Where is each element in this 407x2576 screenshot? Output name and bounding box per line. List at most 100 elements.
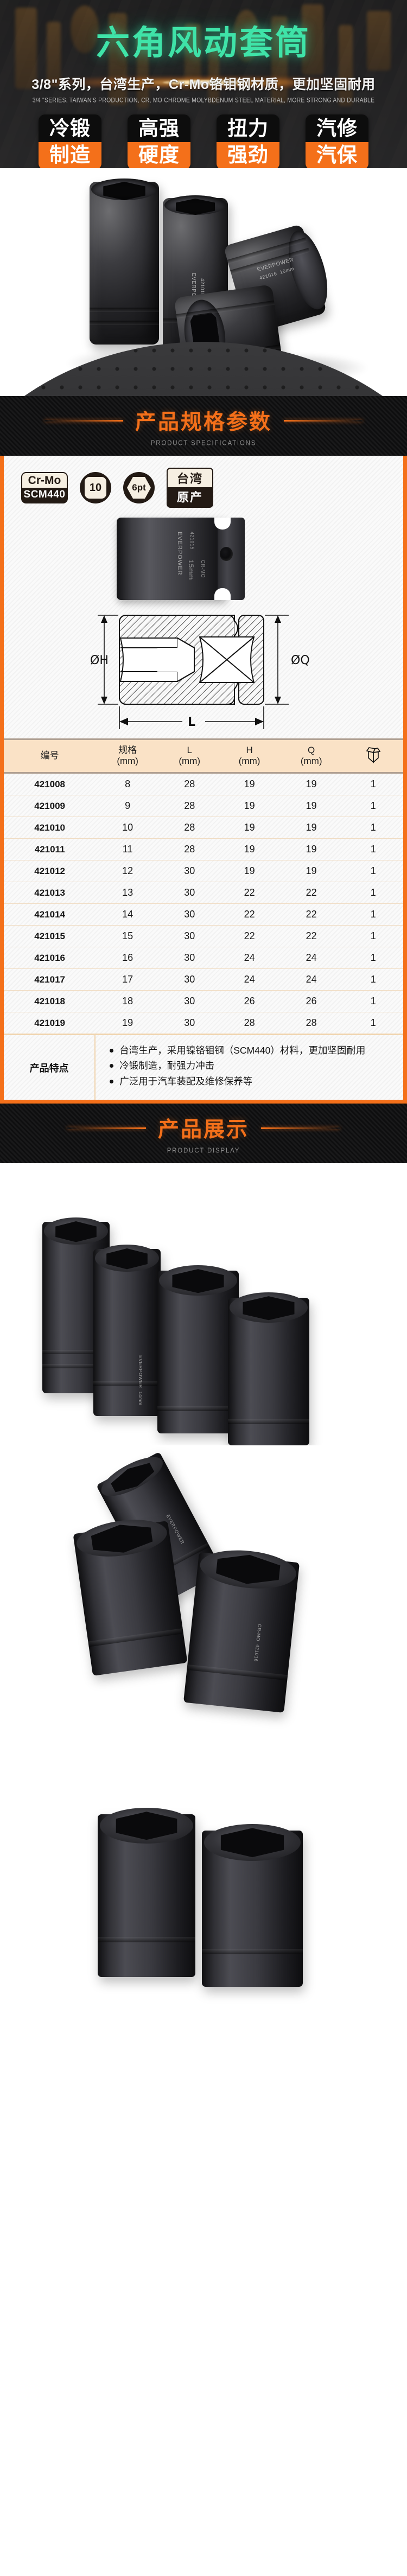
cell-size: 16 (96, 947, 160, 970)
feature-item: 广泛用于汽车装配及维修保养等 (110, 1075, 393, 1088)
cell-code: 421013 (4, 882, 96, 904)
cell-h: 24 (219, 968, 279, 991)
feature-item: 冷锻制造，耐强力冲击 (110, 1059, 393, 1073)
socket-notch-top (214, 518, 231, 530)
hero-subtitle-english: 3/4 "SERIES, TAIWAN'S PRODUCTION, CR, MO… (32, 97, 375, 104)
cell-packaging: 1 (343, 773, 403, 796)
material-chip: Cr-Mo SCM440 (21, 472, 68, 503)
display-section-header: 产品展示 PRODUCT DISPLAY (0, 1104, 407, 1164)
cell-length: 30 (160, 903, 220, 926)
feature-badge: 扭力 强劲 (217, 114, 279, 168)
socket-2: EVERPOWER 14mm (93, 1245, 161, 1417)
product-gallery: EVERPOWER 14mm EVERPOWER (0, 1163, 407, 2032)
cell-q: 24 (279, 968, 344, 991)
header-packaging (343, 738, 403, 774)
cell-length: 30 (160, 860, 220, 883)
hero-light-core (163, 80, 244, 85)
cell-code: 421017 (4, 968, 96, 991)
cell-length: 28 (160, 838, 220, 861)
cell-h: 19 (219, 795, 279, 818)
table-row: 421012 12 30 19 19 1 (4, 860, 403, 883)
cell-code: 421014 (4, 903, 96, 926)
spec-section-title-english: PRODUCT SPECIFICATIONS (150, 439, 257, 447)
cell-q: 22 (279, 925, 344, 948)
table-body: 421008 8 28 19 19 1 421009 9 28 19 19 1 421010 10 28 19… (4, 773, 403, 1034)
table-row: 421008 8 28 19 19 1 (4, 773, 403, 796)
cell-size: 11 (96, 838, 160, 861)
features-list: 台湾生产，采用镍铬钼钢（SCM440）材料，更加坚固耐用 冷锻制造，耐强力冲击 广泛… (96, 1035, 403, 1100)
socket-etch-brand: EVERPOWER (176, 532, 183, 576)
cell-size: 17 (96, 968, 160, 991)
rule-left (44, 419, 123, 422)
socket-7: CR-MO 421016 (183, 1546, 300, 1713)
rule-right (284, 419, 363, 422)
cell-h: 22 (219, 925, 279, 948)
cell-length: 28 (160, 795, 220, 818)
cell-size: 19 (122, 1017, 133, 1029)
table-row: 421017 17 30 24 24 1 (4, 968, 403, 991)
socket-9 (202, 1824, 303, 1987)
header-q: Q (mm) (279, 738, 344, 774)
cell-q: 22 (279, 882, 344, 904)
page-title: 六角风动套筒 (96, 23, 311, 62)
socket-8 (98, 1808, 195, 1978)
cell-packaging: 1 (343, 817, 403, 839)
material-chip-bottom: SCM440 (22, 488, 67, 502)
cell-packaging: 1 (343, 838, 403, 861)
cell-code: 421010 (4, 817, 96, 839)
cell-code: 421015 (4, 925, 96, 948)
cell-packaging: 1 (343, 903, 403, 926)
cell-code: 421019 (34, 1017, 65, 1028)
svg-text:ØH: ØH (90, 654, 109, 667)
technical-drawing: ØH ØQ L (4, 605, 403, 738)
header-size: 规格 (mm) (96, 738, 160, 774)
cell-code: 421016 (4, 947, 96, 970)
point-type-chip: 6pt (123, 472, 155, 503)
badge-top-label: 汽修 (306, 114, 368, 142)
cell-h: 22 (219, 882, 279, 904)
badge-bottom-label: 强劲 (217, 142, 279, 168)
cell-size: 12 (96, 860, 160, 883)
socket-3 (157, 1265, 239, 1434)
socket-photo-left (90, 178, 159, 345)
hexagon-icon: 6pt (127, 477, 151, 499)
cell-size: 10 (96, 817, 160, 839)
spec-product-photo: EVERPOWER 421015 15mm CR-MO (4, 513, 403, 605)
socket-4 (228, 1292, 309, 1446)
socket-body (117, 518, 225, 600)
table-row: 421013 13 30 22 22 1 (4, 882, 403, 904)
origin-chip-bottom: 原产 (168, 487, 212, 507)
cell-h: 22 (219, 903, 279, 926)
cell-code: 421009 (4, 795, 96, 818)
display-section-title: 产品展示 (157, 1118, 249, 1143)
cell-h: 19 (219, 838, 279, 861)
cell-q: 19 (279, 860, 344, 883)
cell-h: 28 (244, 1017, 255, 1029)
attribute-chip-list: Cr-Mo SCM440 10 6pt 台湾 原产 (4, 456, 403, 513)
socket-6 (73, 1514, 188, 1676)
cell-packaging: 1 (343, 925, 403, 948)
gallery-photo-2: EVERPOWER CR-MO 421016 (0, 1445, 407, 1750)
product-features-row: 产品特点 台湾生产，采用镍铬钼钢（SCM440）材料，更加坚固耐用 冷锻制造，耐强… (4, 1034, 403, 1100)
cell-length: 28 (160, 817, 220, 839)
cell-size: 9 (96, 795, 160, 818)
socket-etch-size: 15mm (187, 560, 195, 581)
table-row: 421016 16 30 24 24 1 (4, 947, 403, 970)
table-row: 421010 10 28 19 19 1 (4, 817, 403, 839)
socket-pin-hole (220, 547, 233, 561)
cell-h: 19 (219, 773, 279, 796)
spec-section-header: 产品规格参数 PRODUCT SPECIFICATIONS (0, 396, 407, 456)
socket-notch-bottom (214, 588, 231, 600)
cell-size: 14 (96, 903, 160, 926)
cell-h: 24 (219, 947, 279, 970)
socket-etch-code: 421015 (189, 532, 195, 550)
header-length: L (mm) (160, 738, 220, 774)
product-detail-page: 六角风动套筒 3/8"系列，台湾生产，Cr-Mo铬钼钢材质，更加坚固耐用 3/4… (0, 0, 407, 2032)
cell-code: 421012 (4, 860, 96, 883)
hero-product-photo: 421015 15mm EVERPOWER EVERPOWER 421016 1… (0, 168, 407, 396)
cell-packaging: 1 (343, 968, 403, 991)
cell-h: 26 (219, 990, 279, 1013)
hero-banner: 六角风动套筒 3/8"系列，台湾生产，Cr-Mo铬钼钢材质，更加坚固耐用 3/4… (0, 0, 407, 168)
cell-q: 19 (279, 795, 344, 818)
table-row: 421019 19 30 28 28 1 (4, 1012, 403, 1034)
